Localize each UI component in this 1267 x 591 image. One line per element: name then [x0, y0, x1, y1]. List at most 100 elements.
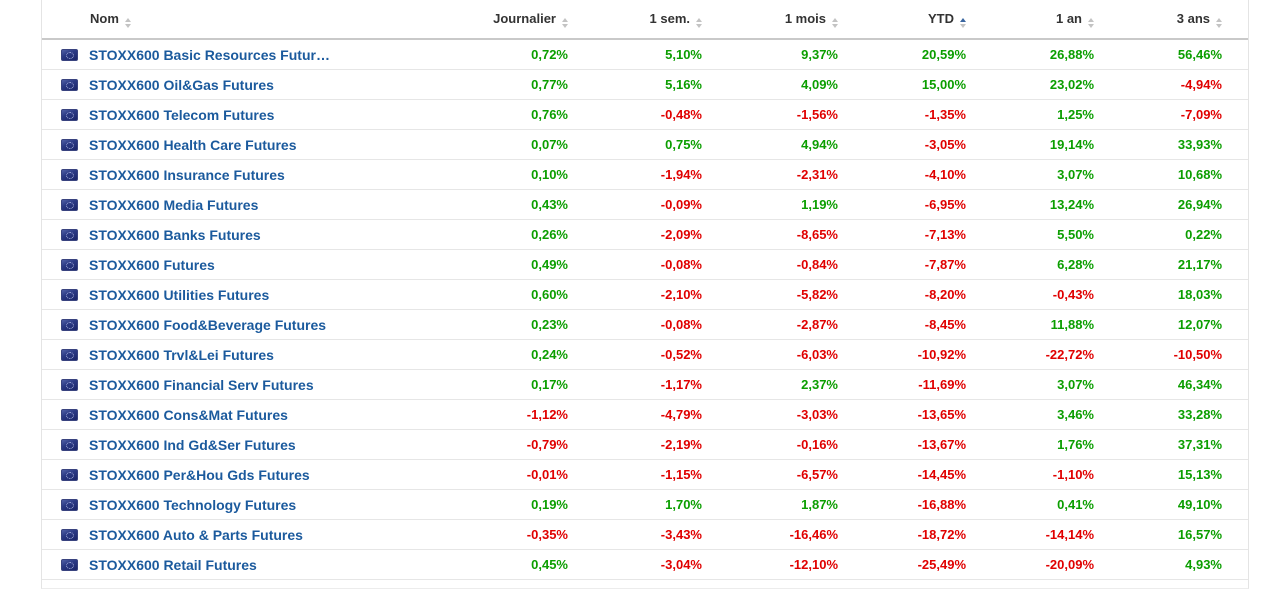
- instrument-link[interactable]: STOXX600 Health Care Futures: [89, 136, 297, 153]
- value-cell-ytd: -4,10%: [838, 159, 966, 190]
- value-cell-sem1: -3,43%: [568, 519, 702, 550]
- table-row: STOXX600 Trvl&Lei Futures 0,24% -0,52% -6,0…: [42, 339, 1248, 370]
- instrument-link[interactable]: STOXX600 Basic Resources Futur…: [89, 46, 330, 63]
- column-header-journalier[interactable]: Journalier: [442, 0, 568, 40]
- value-cell-an1: 26,88%: [966, 39, 1094, 70]
- value-cell-an1: 13,24%: [966, 189, 1094, 220]
- value-cell-mois1: -0,16%: [702, 429, 838, 460]
- value-cell-ans3: 33,28%: [1094, 399, 1248, 430]
- value-cell-ytd: -6,95%: [838, 189, 966, 220]
- column-header-ans3[interactable]: 3 ans: [1094, 0, 1248, 40]
- table-row: STOXX600 Oil&Gas Futures 0,77% 5,16% 4,09% 1…: [42, 69, 1248, 100]
- value-cell-ytd: -7,13%: [838, 219, 966, 250]
- value-cell-sem1: -4,79%: [568, 399, 702, 430]
- column-header-ytd[interactable]: YTD: [838, 0, 966, 40]
- value-cell-an1: -1,10%: [966, 459, 1094, 490]
- value-cell-journalier: 0,43%: [442, 189, 568, 220]
- eu-flag-icon: [61, 378, 78, 391]
- value-cell-ans3: 10,68%: [1094, 159, 1248, 190]
- value-cell-mois1: -8,65%: [702, 219, 838, 250]
- value-cell-an1: 11,88%: [966, 309, 1094, 340]
- instrument-link[interactable]: STOXX600 Cons&Mat Futures: [89, 406, 288, 423]
- value-cell-ytd: -10,92%: [838, 339, 966, 370]
- value-cell-sem1: -3,04%: [568, 549, 702, 580]
- instrument-name-cell: STOXX600 Auto & Parts Futures: [42, 519, 442, 550]
- eu-flag-icon: [61, 318, 78, 331]
- instrument-link[interactable]: STOXX600 Futures: [89, 256, 215, 273]
- value-cell-journalier: 0,76%: [442, 99, 568, 130]
- instrument-link[interactable]: STOXX600 Food&Beverage Futures: [89, 316, 327, 333]
- eu-flag-icon: [61, 468, 78, 481]
- column-header-sem1[interactable]: 1 sem.: [568, 0, 702, 40]
- value-cell-ans3: 12,07%: [1094, 309, 1248, 340]
- table-row: STOXX600 Health Care Futures 0,07% 0,75% 4,…: [42, 129, 1248, 160]
- value-cell-ans3: 33,93%: [1094, 129, 1248, 160]
- value-cell-journalier: 0,60%: [442, 279, 568, 310]
- table-row: STOXX600 Basic Resources Futur… 0,72% 5,10…: [42, 39, 1248, 70]
- value-cell-sem1: -0,08%: [568, 249, 702, 280]
- eu-flag-icon: [61, 438, 78, 451]
- eu-flag-icon: [61, 168, 78, 181]
- table-body: STOXX600 Basic Resources Futur… 0,72% 5,10…: [42, 39, 1248, 580]
- eu-flag-icon: [61, 198, 78, 211]
- value-cell-sem1: -0,09%: [568, 189, 702, 220]
- instrument-link[interactable]: STOXX600 Oil&Gas Futures: [89, 76, 274, 93]
- value-cell-an1: 19,14%: [966, 129, 1094, 160]
- value-cell-ans3: 18,03%: [1094, 279, 1248, 310]
- value-cell-ytd: -3,05%: [838, 129, 966, 160]
- instrument-link[interactable]: STOXX600 Utilities Futures: [89, 286, 270, 303]
- value-cell-an1: 23,02%: [966, 69, 1094, 100]
- table-row: STOXX600 Media Futures 0,43% -0,09% 1,19% -6…: [42, 189, 1248, 220]
- column-header-mois1[interactable]: 1 mois: [702, 0, 838, 40]
- instrument-name-cell: STOXX600 Telecom Futures: [42, 99, 442, 130]
- instrument-link[interactable]: STOXX600 Ind Gd&Ser Futures: [89, 436, 296, 453]
- column-header-label: 1 an: [1055, 10, 1082, 26]
- value-cell-ans3: 37,31%: [1094, 429, 1248, 460]
- value-cell-ans3: 26,94%: [1094, 189, 1248, 220]
- instrument-link[interactable]: STOXX600 Insurance Futures: [89, 166, 285, 183]
- value-cell-journalier: -0,79%: [442, 429, 568, 460]
- value-cell-mois1: 2,37%: [702, 369, 838, 400]
- value-cell-sem1: -0,48%: [568, 99, 702, 130]
- instrument-name-cell: STOXX600 Media Futures: [42, 189, 442, 220]
- instrument-link[interactable]: STOXX600 Banks Futures: [89, 226, 261, 243]
- eu-flag-icon: [61, 228, 78, 241]
- value-cell-ytd: -18,72%: [838, 519, 966, 550]
- eu-flag-icon: [61, 498, 78, 511]
- instrument-link[interactable]: STOXX600 Telecom Futures: [89, 106, 275, 123]
- value-cell-an1: 1,25%: [966, 99, 1094, 130]
- column-header-label: Journalier: [493, 10, 556, 26]
- table-row: STOXX600 Food&Beverage Futures 0,23% -0,08…: [42, 309, 1248, 340]
- value-cell-sem1: -1,17%: [568, 369, 702, 400]
- sort-arrows-icon: [1216, 17, 1222, 28]
- value-cell-an1: 3,07%: [966, 159, 1094, 190]
- table-row: STOXX600 Financial Serv Futures 0,17% -1,1…: [42, 369, 1248, 400]
- instrument-name-cell: STOXX600 Health Care Futures: [42, 129, 442, 160]
- instrument-link[interactable]: STOXX600 Auto & Parts Futures: [89, 526, 303, 543]
- value-cell-sem1: 5,16%: [568, 69, 702, 100]
- value-cell-sem1: -1,94%: [568, 159, 702, 190]
- column-header-an1[interactable]: 1 an: [966, 0, 1094, 40]
- column-header-nom[interactable]: Nom: [42, 0, 442, 40]
- value-cell-ytd: -1,35%: [838, 99, 966, 130]
- column-header-label: YTD: [928, 10, 954, 26]
- table-row: STOXX600 Retail Futures 0,45% -3,04% -12,10…: [42, 549, 1248, 580]
- instrument-link[interactable]: STOXX600 Media Futures: [89, 196, 259, 213]
- eu-flag-icon: [61, 348, 78, 361]
- value-cell-ans3: 56,46%: [1094, 39, 1248, 70]
- instrument-link[interactable]: STOXX600 Retail Futures: [89, 556, 257, 573]
- column-header-label: 1 sem.: [649, 10, 690, 26]
- instrument-link[interactable]: STOXX600 Per&Hou Gds Futures: [89, 466, 310, 483]
- value-cell-mois1: -12,10%: [702, 549, 838, 580]
- column-header-label: 3 ans: [1176, 10, 1210, 26]
- value-cell-ans3: 49,10%: [1094, 489, 1248, 520]
- value-cell-ytd: -11,69%: [838, 369, 966, 400]
- instrument-name-cell: STOXX600 Ind Gd&Ser Futures: [42, 429, 442, 460]
- value-cell-ytd: -7,87%: [838, 249, 966, 280]
- instrument-link[interactable]: STOXX600 Technology Futures: [89, 496, 297, 513]
- table-header: Nom Journalier 1 sem. 1 mois YTD 1 an 3 ans: [42, 0, 1248, 40]
- value-cell-sem1: -1,15%: [568, 459, 702, 490]
- sort-arrows-icon: [124, 17, 131, 28]
- instrument-link[interactable]: STOXX600 Trvl&Lei Futures: [89, 346, 274, 363]
- instrument-link[interactable]: STOXX600 Financial Serv Futures: [89, 376, 314, 393]
